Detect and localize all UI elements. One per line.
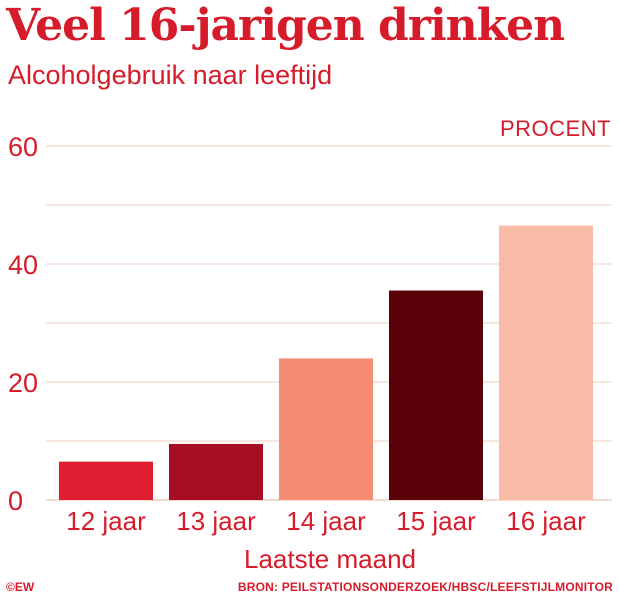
x-tick-label: 16 jaar bbox=[506, 506, 586, 536]
y-tick-label: 0 bbox=[8, 486, 23, 516]
bar-13-jaar bbox=[169, 443, 263, 500]
y-tick-label: 60 bbox=[8, 132, 38, 162]
x-tick-label: 13 jaar bbox=[176, 506, 256, 536]
credit: ©EW bbox=[6, 580, 35, 594]
chart-subtitle: Alcoholgebruik naar leeftijd bbox=[8, 60, 333, 90]
x-tick-label: 15 jaar bbox=[396, 506, 476, 536]
bar-14-jaar bbox=[279, 358, 373, 500]
x-tick-label: 12 jaar bbox=[66, 506, 146, 536]
bar-15-jaar bbox=[389, 290, 483, 500]
unit-label: PROCENT bbox=[499, 116, 611, 141]
x-axis-ticks: 12 jaar 13 jaar 14 jaar 15 jaar 16 jaar bbox=[66, 506, 586, 536]
y-tick-label: 20 bbox=[8, 368, 38, 398]
bar-16-jaar bbox=[499, 225, 593, 500]
chart-title: Veel 16-jarigen drinken bbox=[6, 0, 565, 51]
x-axis-label: Laatste maand bbox=[244, 544, 416, 574]
y-axis-ticks: 0 20 40 60 bbox=[8, 132, 38, 516]
bars bbox=[59, 225, 593, 500]
x-tick-label: 14 jaar bbox=[286, 506, 366, 536]
y-tick-label: 40 bbox=[8, 250, 38, 280]
source-note: BRON: PEILSTATIONSONDERZOEK/HBSC/LEEFSTI… bbox=[237, 580, 613, 594]
bar-12-jaar bbox=[59, 461, 153, 500]
